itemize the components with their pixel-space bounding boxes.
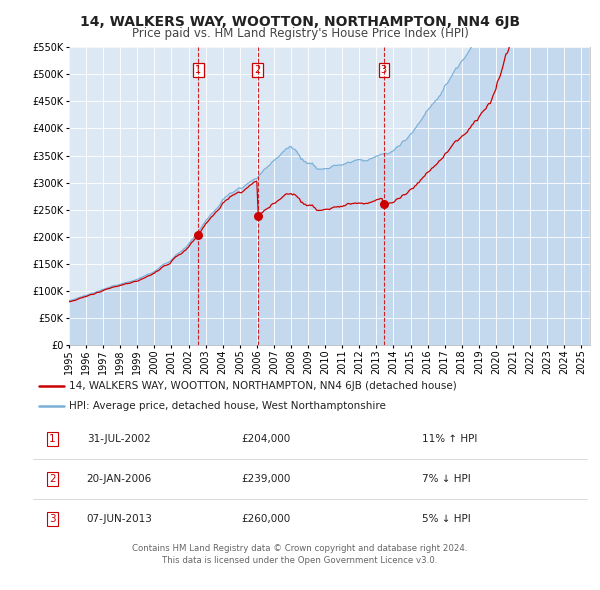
Text: 1: 1 xyxy=(196,65,202,75)
Text: 31-JUL-2002: 31-JUL-2002 xyxy=(87,434,151,444)
Text: 1: 1 xyxy=(49,434,56,444)
Text: 3: 3 xyxy=(381,65,387,75)
Text: 3: 3 xyxy=(49,514,56,524)
Text: 2: 2 xyxy=(254,65,261,75)
Text: HPI: Average price, detached house, West Northamptonshire: HPI: Average price, detached house, West… xyxy=(69,401,386,411)
Text: 7% ↓ HPI: 7% ↓ HPI xyxy=(421,474,470,484)
Text: 11% ↑ HPI: 11% ↑ HPI xyxy=(421,434,477,444)
Text: 2: 2 xyxy=(49,474,56,484)
Text: 14, WALKERS WAY, WOOTTON, NORTHAMPTON, NN4 6JB (detached house): 14, WALKERS WAY, WOOTTON, NORTHAMPTON, N… xyxy=(69,381,457,391)
Text: 20-JAN-2006: 20-JAN-2006 xyxy=(86,474,152,484)
Text: £260,000: £260,000 xyxy=(241,514,291,524)
Text: 07-JUN-2013: 07-JUN-2013 xyxy=(86,514,152,524)
Text: 5% ↓ HPI: 5% ↓ HPI xyxy=(421,514,470,524)
Text: Contains HM Land Registry data © Crown copyright and database right 2024.
This d: Contains HM Land Registry data © Crown c… xyxy=(132,544,468,565)
Text: £204,000: £204,000 xyxy=(241,434,291,444)
Text: £239,000: £239,000 xyxy=(241,474,291,484)
Text: Price paid vs. HM Land Registry's House Price Index (HPI): Price paid vs. HM Land Registry's House … xyxy=(131,27,469,40)
Text: 14, WALKERS WAY, WOOTTON, NORTHAMPTON, NN4 6JB: 14, WALKERS WAY, WOOTTON, NORTHAMPTON, N… xyxy=(80,15,520,29)
